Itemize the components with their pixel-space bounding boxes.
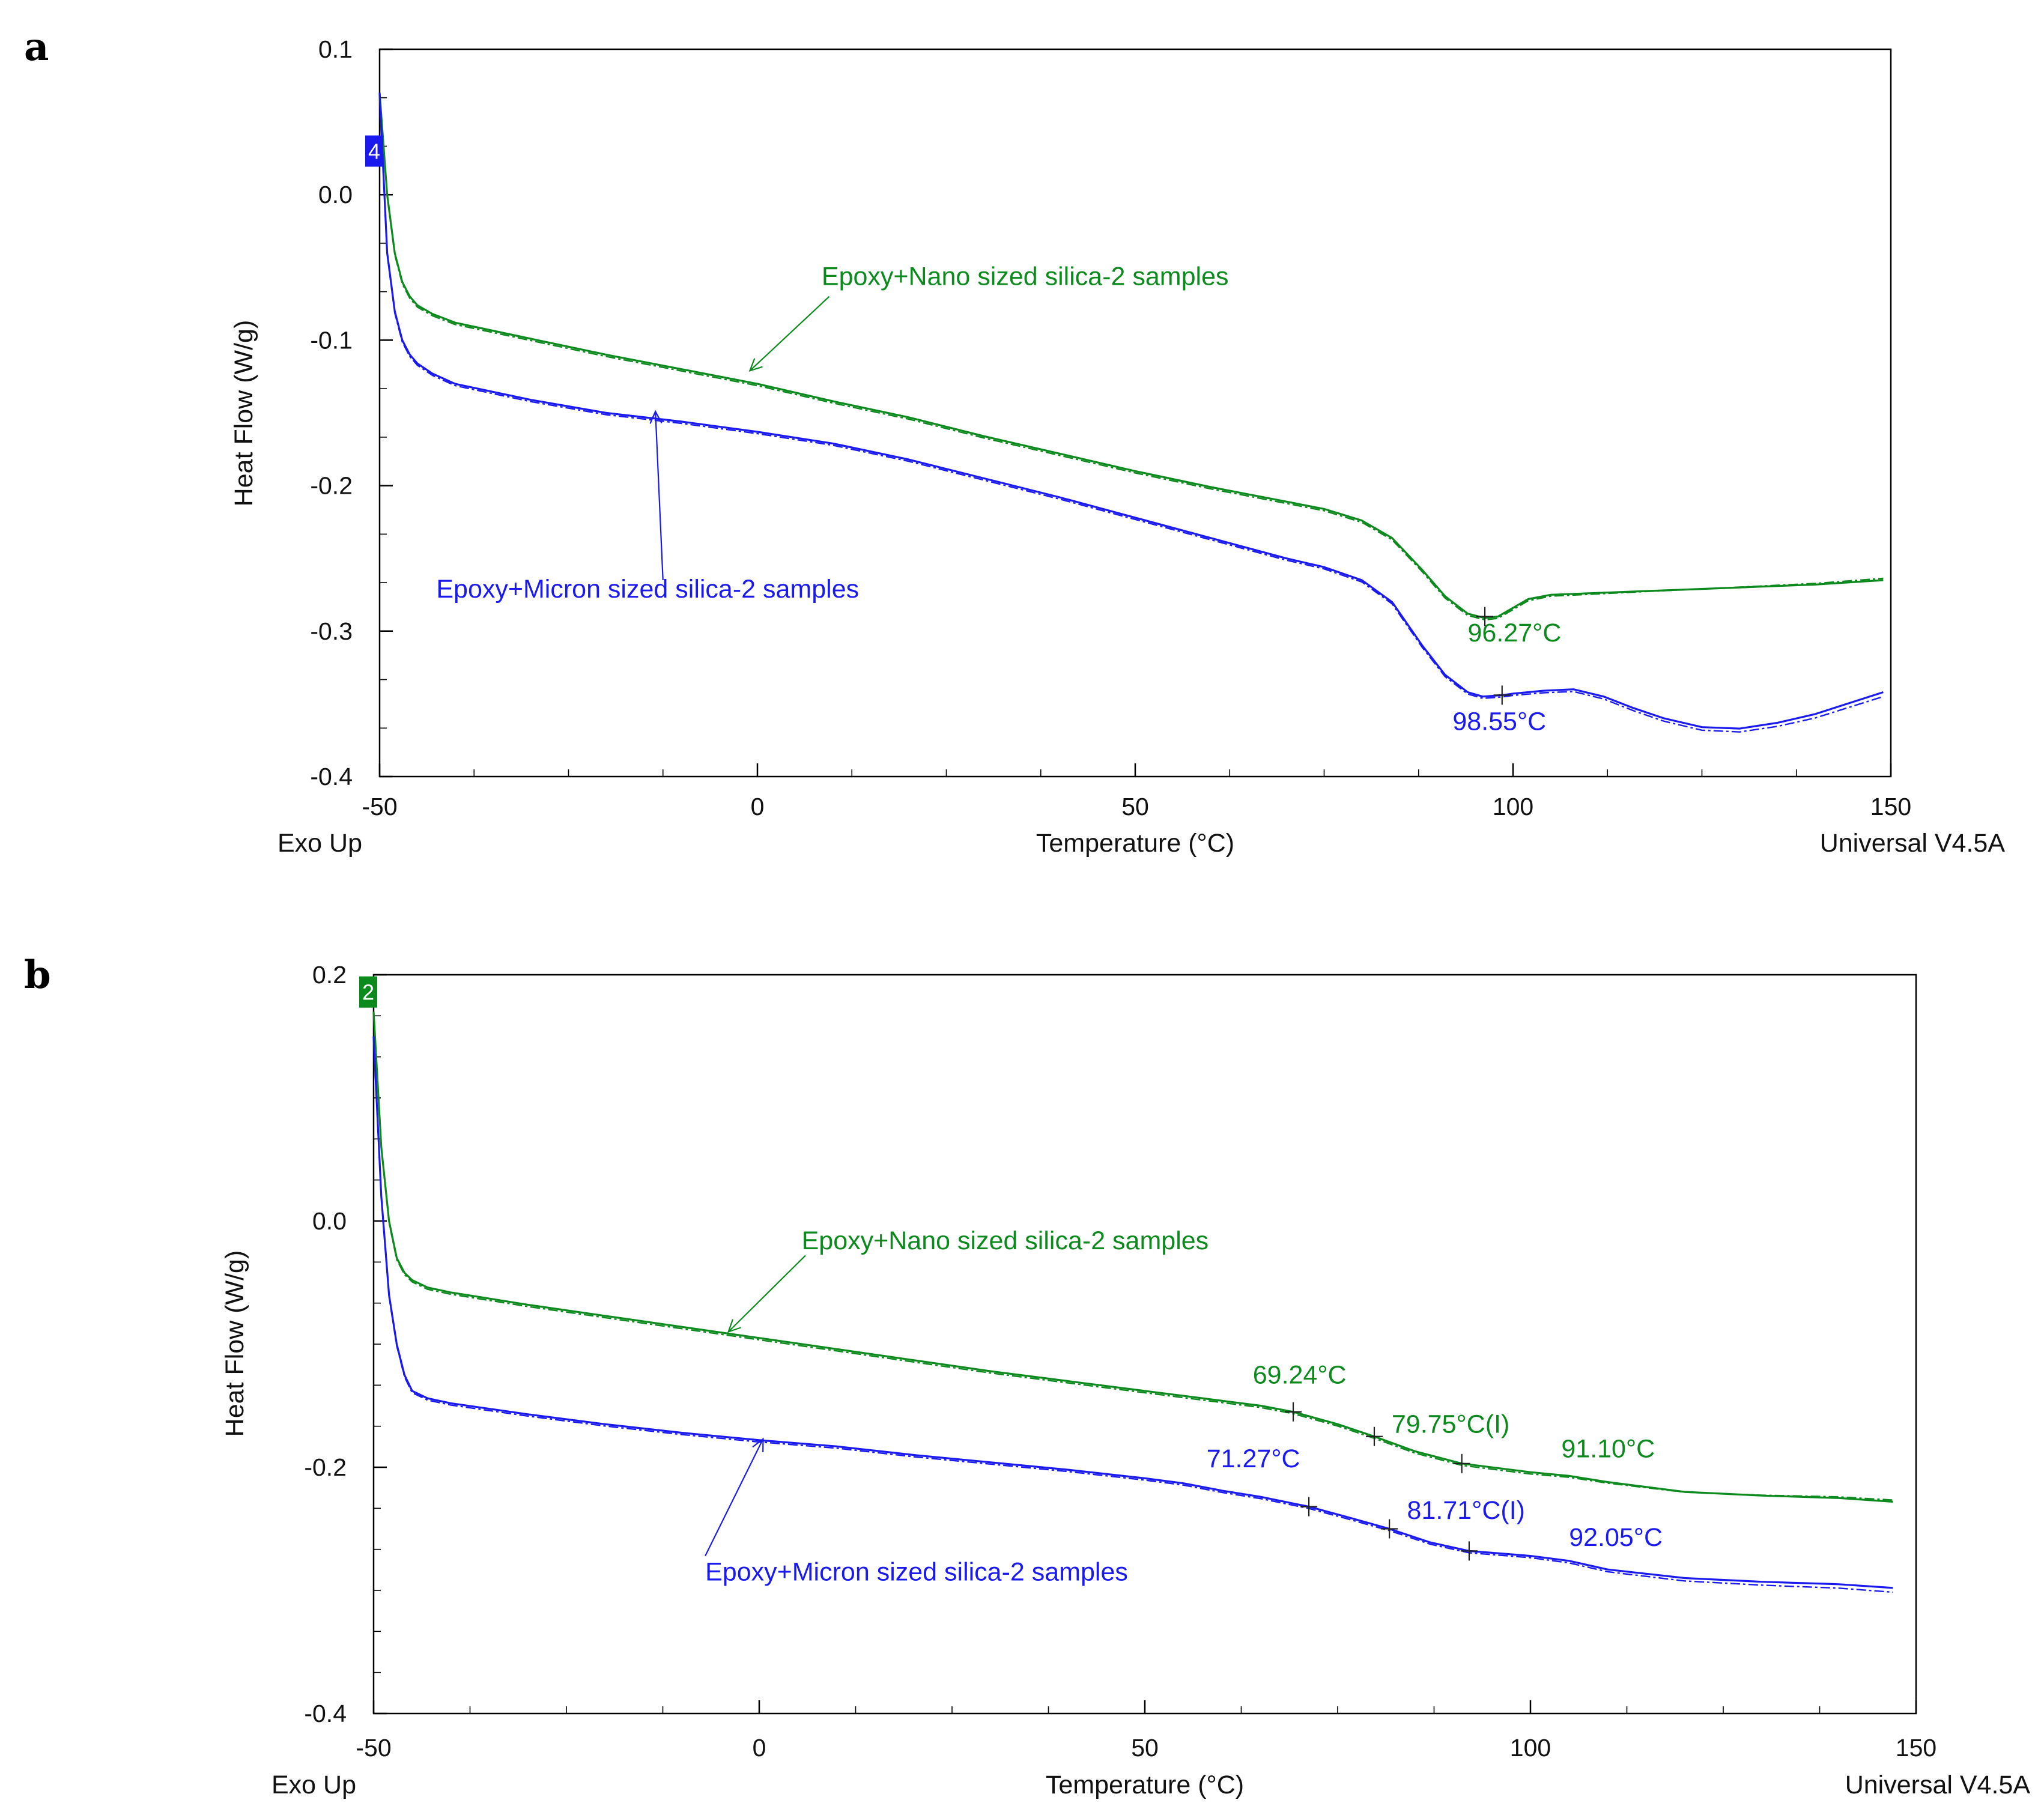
series-line-0 [372,1011,1893,1503]
x-tick-label: -50 [356,1734,391,1762]
annotation-arrow [749,295,830,372]
annotation-arrowhead [752,1437,764,1452]
y-tick-label: 0.1 [318,35,353,63]
x-tick-label: 50 [1131,1734,1159,1762]
annotation-label: 98.55°C [1452,707,1546,736]
curve-marker-badge [365,135,383,167]
chart-panel-b: -50 0 50 100 150 -0.4 -0.2 0.0 0.2 Temperature (°… [220,961,2030,1799]
y-tick-label: -0.2 [310,472,353,500]
annotation-label: Epoxy+Nano sized silica-2 samples [802,1226,1209,1255]
x-tick-label: 0 [751,793,765,820]
x-tick-label: 150 [1896,1734,1936,1762]
annotation-label: 71.27°C [1207,1444,1300,1473]
annotation-arrowhead [727,1319,741,1333]
annotation-label: 91.10°C [1561,1435,1655,1464]
software-version-label: Universal V4.5A [1845,1771,2031,1799]
x-axis-title: Temperature (°C) [1046,1771,1244,1799]
panel-label-a: a [24,25,49,70]
x-tick-label: -50 [362,793,397,820]
y-tick-label: -0.3 [310,617,353,645]
series-line-1 [372,1036,1893,1589]
series-line-0 [378,92,1884,619]
annotation-arrowhead [649,410,663,424]
y-tick-label: 0.0 [318,181,353,208]
series-line-1 [378,92,1884,730]
annotation-label: 96.27°C [1468,619,1562,647]
curve-marker-number: 2 [362,980,374,1005]
x-tick-label: 0 [753,1734,766,1762]
annotation-label: Epoxy+Nano sized silica-2 samples [822,262,1229,291]
annotation-arrowhead [748,358,763,372]
annotation-label: 79.75°C(I) [1392,1410,1509,1439]
y-tick-label: 0.2 [312,961,347,989]
y-axis-title: Heat Flow (W/g) [229,320,258,507]
series-line-repeat-1 [378,94,1884,733]
chart-panel-a: -50 0 50 100 150 -0.4 -0.3 -0.2 -0.1 0.0 0.1 Temper… [229,35,2005,858]
y-tick-label: -0.2 [304,1453,347,1481]
annotation-arrow [655,411,664,581]
series-line-repeat-0 [372,1013,1893,1501]
y-tick-label: 0.0 [312,1207,347,1235]
exo-up-label: Exo Up [271,1771,356,1799]
x-tick-label: 100 [1493,793,1533,820]
x-tick-label: 50 [1121,793,1149,820]
panel-label-b: b [24,953,51,998]
annotation-arrow [705,1438,764,1557]
y-tick-label: -0.4 [304,1700,347,1727]
x-tick-label: 150 [1870,793,1911,820]
curve-marker-badge [359,976,377,1008]
software-version-label: Universal V4.5A [1820,829,2006,858]
series-line-repeat-0 [378,94,1884,621]
annotation-label: 69.24°C [1253,1361,1347,1390]
annotation-label: 92.05°C [1569,1523,1663,1552]
annotation-label: Epoxy+Micron sized silica-2 samples [436,575,859,604]
y-tick-label: -0.1 [310,326,353,354]
annotation-label: 81.71°C(I) [1407,1496,1525,1525]
plot-frame [372,974,1917,1715]
curve-marker-number: 4 [368,139,380,164]
exo-up-label: Exo Up [277,829,362,858]
x-tick-label: 100 [1510,1734,1551,1762]
y-axis-title: Heat Flow (W/g) [220,1250,249,1437]
annotation-arrow [727,1255,806,1333]
x-axis-title: Temperature (°C) [1036,829,1234,858]
annotation-label: Epoxy+Micron sized silica-2 samples [705,1558,1128,1587]
y-tick-label: -0.4 [310,763,353,790]
series-line-repeat-1 [372,1038,1893,1593]
